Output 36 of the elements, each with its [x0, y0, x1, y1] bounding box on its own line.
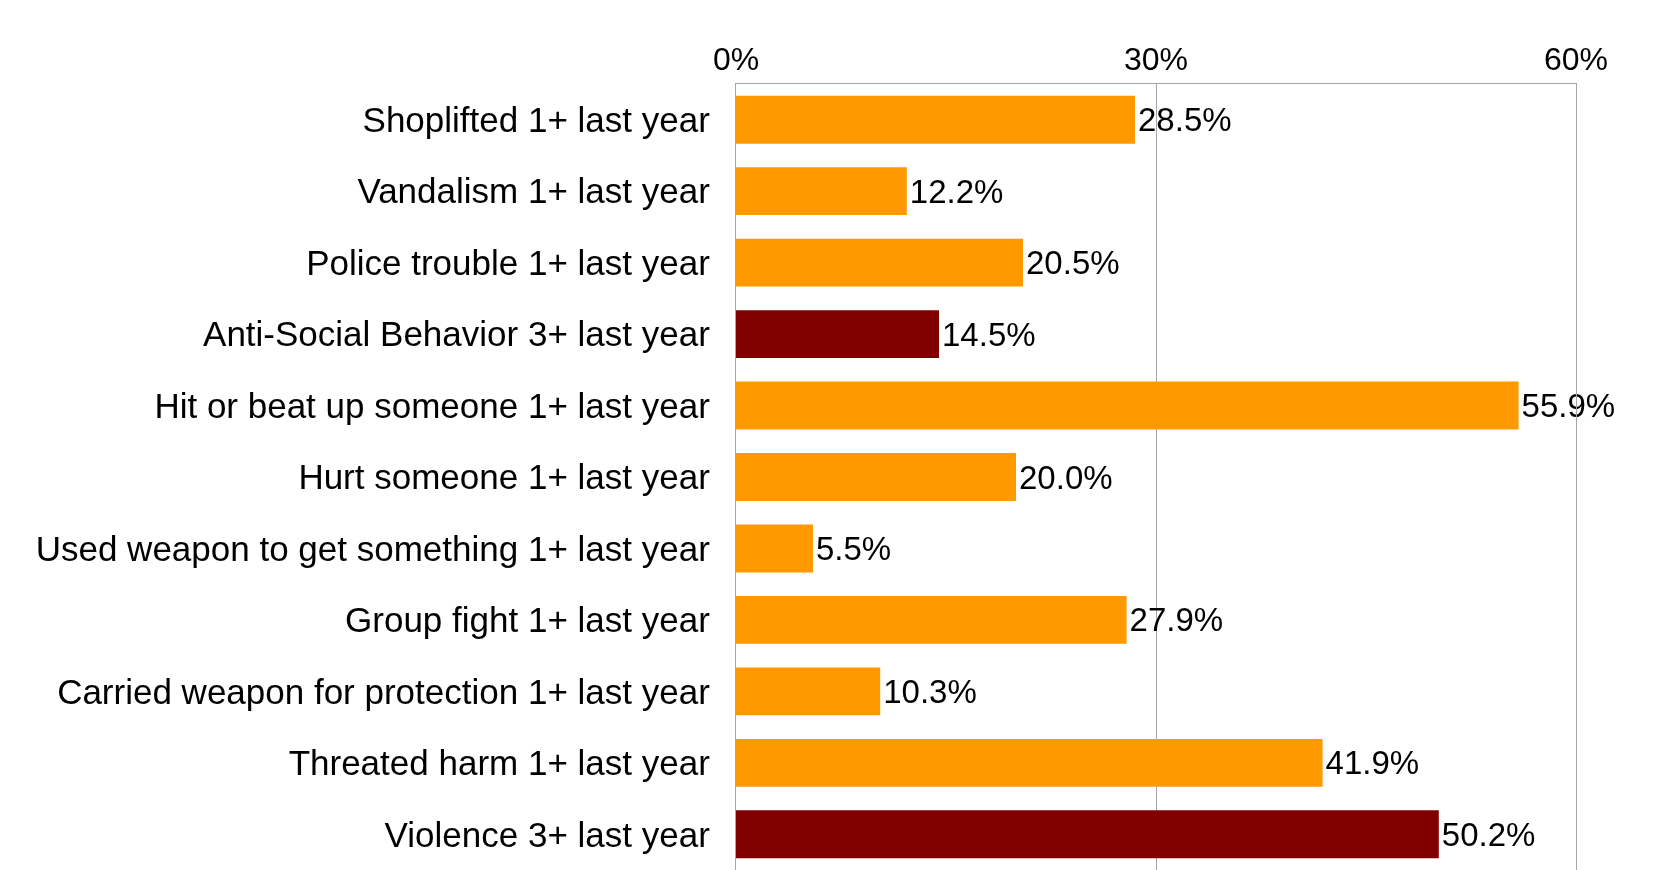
y-tick-label: Threated harm 1+ last year: [288, 743, 711, 783]
y-tick-label: Shoplifted 1+ last year: [362, 99, 711, 139]
x-tick-label: 60%: [1543, 41, 1609, 78]
y-tick-label: Used weapon to get something 1+ last year: [35, 528, 711, 568]
data-label: 41.9%: [1325, 744, 1420, 782]
y-tick-label: Police trouble 1+ last year: [306, 242, 711, 282]
data-label: 27.9%: [1129, 601, 1224, 639]
data-label: 10.3%: [883, 672, 977, 710]
bar: [736, 238, 1023, 287]
data-label: 14.5%: [942, 315, 1036, 353]
y-tick-label: Hurt someone 1+ last year: [298, 457, 711, 497]
y-tick-label: Carried weapon for protection 1+ last year: [57, 671, 711, 711]
bar: [736, 595, 1127, 644]
bar: [736, 524, 813, 573]
bar: [736, 381, 1519, 430]
y-tick-label: Hit or beat up someone 1+ last year: [154, 385, 711, 425]
bar: [736, 95, 1135, 144]
x-tick-label: 0%: [712, 41, 760, 78]
y-tick-label: Vandalism 1+ last year: [357, 171, 711, 211]
data-label: 5.5%: [816, 529, 892, 567]
bar: [736, 310, 939, 359]
data-label: 28.5%: [1138, 101, 1232, 139]
data-label: 20.5%: [1026, 244, 1120, 282]
y-tick-label: Group fight 1+ last year: [345, 600, 711, 640]
data-label: 50.2%: [1441, 815, 1536, 853]
y-tick-label: Anti-Social Behavior 3+ last year: [203, 314, 711, 354]
bar: [736, 810, 1439, 859]
bar: [736, 667, 881, 716]
x-tick-label: 30%: [1123, 41, 1189, 78]
data-label: 20.0%: [1019, 458, 1113, 496]
bar: [736, 167, 907, 216]
bar: [736, 738, 1323, 787]
data-label: 55.9%: [1521, 387, 1616, 425]
y-tick-label: Violence 3+ last year: [384, 814, 711, 854]
bar: [736, 453, 1016, 501]
data-label: 12.2%: [909, 172, 1004, 210]
